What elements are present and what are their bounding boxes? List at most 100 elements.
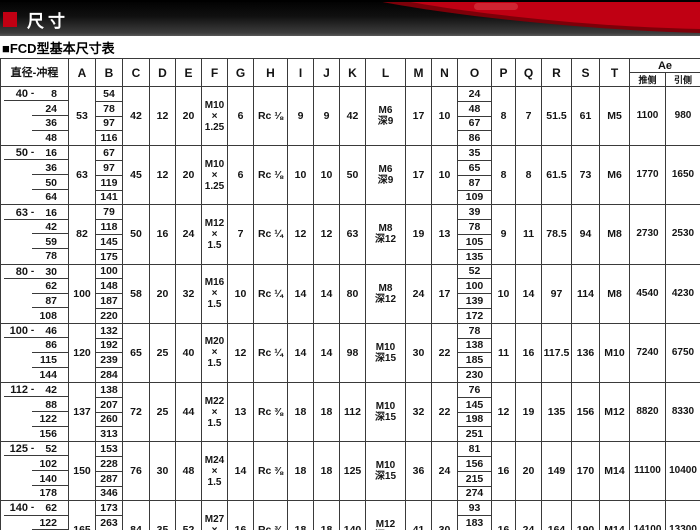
bore-stroke-cell: 42 — [0, 219, 69, 235]
stroke-value: 36 — [45, 117, 57, 130]
stroke-value: 36 — [45, 161, 57, 174]
cell-k: 112 — [339, 381, 366, 443]
bore-stroke-dash: - — [30, 324, 35, 336]
ae-push-cell: 7240 — [629, 322, 666, 383]
stroke-underline — [32, 411, 68, 413]
cell-o: 185 — [457, 352, 492, 369]
stroke-value: 42 — [45, 384, 57, 397]
cell-t: M10 — [599, 322, 630, 383]
stroke-underline — [32, 233, 68, 235]
cell-l: M8 深12 — [365, 204, 406, 265]
cell-b: 175 — [95, 249, 123, 265]
cell-c: 58 — [122, 263, 150, 324]
col-header-L: L — [365, 58, 406, 87]
cell-s: 114 — [571, 263, 600, 324]
cell-b: 228 — [95, 456, 123, 472]
cell-m: 17 — [405, 85, 432, 147]
cell-s: 73 — [571, 145, 600, 206]
cell-i: 18 — [287, 500, 314, 530]
bore-stroke-cell: 48 — [0, 130, 69, 146]
cell-b: 54 — [95, 86, 123, 102]
ae-pull-cell: 13300 — [665, 500, 700, 530]
bore-stroke-text: 64 — [2, 190, 68, 204]
cell-c: 76 — [122, 441, 150, 502]
cell-f: M16 × 1.5 — [201, 263, 228, 324]
cell-j: 9 — [313, 85, 340, 147]
cell-a: 63 — [68, 145, 96, 206]
cell-q: 24 — [515, 500, 542, 530]
col-header-E: E — [175, 58, 202, 87]
bore-value: 63 — [15, 206, 28, 219]
cell-m: 32 — [405, 381, 432, 443]
cell-f: M10 × 1.25 — [201, 145, 228, 206]
cell-r: 135 — [541, 381, 572, 443]
table-row: 86 192 138 — [0, 338, 700, 354]
col-header-D: D — [149, 58, 176, 87]
cell-c: 50 — [122, 204, 150, 265]
cell-r: 51.5 — [541, 85, 572, 147]
bore-stroke-cell: 87 — [0, 293, 69, 309]
cell-d: 12 — [149, 145, 176, 206]
cell-o: 105 — [457, 234, 492, 250]
bore-stroke-text: 156 — [2, 427, 68, 441]
cell-f: M24 × 1.5 — [201, 441, 228, 502]
bore-stroke-dash: - — [30, 265, 35, 277]
cell-m: 41 — [405, 500, 432, 530]
cell-k: 63 — [339, 204, 366, 265]
table-row: 42 118 78 — [0, 219, 700, 235]
cell-h: Rc ⅛ — [253, 145, 288, 206]
table-row: 80-30 100 100 58 20 32 M16 × 1.5 10 Rc ¼ 14 14 80 M8… — [0, 263, 700, 324]
cell-h: Rc ⅜ — [253, 441, 288, 502]
bore-stroke-text: 24 — [2, 101, 68, 116]
stroke-underline — [4, 396, 68, 398]
cell-a: 150 — [68, 441, 96, 502]
cell-f: M10 × 1.25 — [201, 85, 228, 147]
bore-value: 80 — [15, 265, 28, 278]
cell-l: M6 深9 — [365, 145, 406, 206]
page-banner: 尺寸 — [0, 0, 700, 36]
stroke-value: 178 — [39, 487, 57, 500]
cell-j: 18 — [313, 381, 340, 443]
col-header-G: G — [227, 58, 254, 87]
col-header-B: B — [95, 58, 123, 87]
table-row: 50 119 87 — [0, 175, 700, 191]
bore-value: 125 — [9, 443, 28, 456]
cell-i: 9 — [287, 85, 314, 147]
bore-stroke-text: 80-30 — [2, 265, 68, 279]
stroke-value: 156 — [39, 427, 57, 440]
stroke-value: 144 — [39, 368, 57, 381]
cell-b: 346 — [95, 486, 123, 501]
stroke-value: 52 — [45, 443, 57, 456]
col-header-N: N — [431, 58, 458, 87]
cell-b: 119 — [95, 175, 123, 191]
ae-push-cell: 8820 — [629, 381, 666, 443]
bore-stroke-cell: 86 — [0, 338, 69, 353]
cell-b: 97 — [95, 116, 123, 132]
cell-o: 274 — [457, 486, 492, 501]
cell-p: 8 — [491, 145, 516, 206]
table-row: 88 207 145 — [0, 397, 700, 413]
cell-n: 10 — [431, 85, 458, 147]
cell-s: 61 — [571, 85, 600, 147]
cell-g: 7 — [227, 204, 254, 265]
bore-stroke-cell: 59 — [0, 234, 69, 250]
cell-s: 156 — [571, 381, 600, 443]
cell-n: 17 — [431, 263, 458, 324]
cell-o: 93 — [457, 500, 492, 517]
ae-pull-cell: 980 — [665, 85, 700, 147]
fcd-dimension-table: 直径-冲程 A B C D E F G H I J K L M N O P Q R S T Ae 推侧 引侧 40-8 53 54 4… — [0, 58, 700, 530]
cell-l: M8 深12 — [365, 263, 406, 324]
cell-q: 7 — [515, 85, 542, 147]
cell-e: 20 — [175, 85, 202, 147]
table-row: 108 220 172 — [0, 308, 700, 324]
table-row: 178 346 274 — [0, 486, 700, 501]
cell-b: 260 — [95, 412, 123, 428]
col-header-O: O — [457, 58, 492, 87]
stroke-value: 24 — [45, 102, 57, 115]
cell-a: 100 — [68, 263, 96, 324]
table-row: 63-16 82 79 50 16 24 M12 × 1.5 7 Rc ¼ 12 12 63 M8 深1… — [0, 204, 700, 265]
cell-h: Rc ⅜ — [253, 500, 288, 530]
stroke-underline — [32, 115, 68, 117]
cell-t: M5 — [599, 85, 630, 147]
cell-m: 19 — [405, 204, 432, 265]
